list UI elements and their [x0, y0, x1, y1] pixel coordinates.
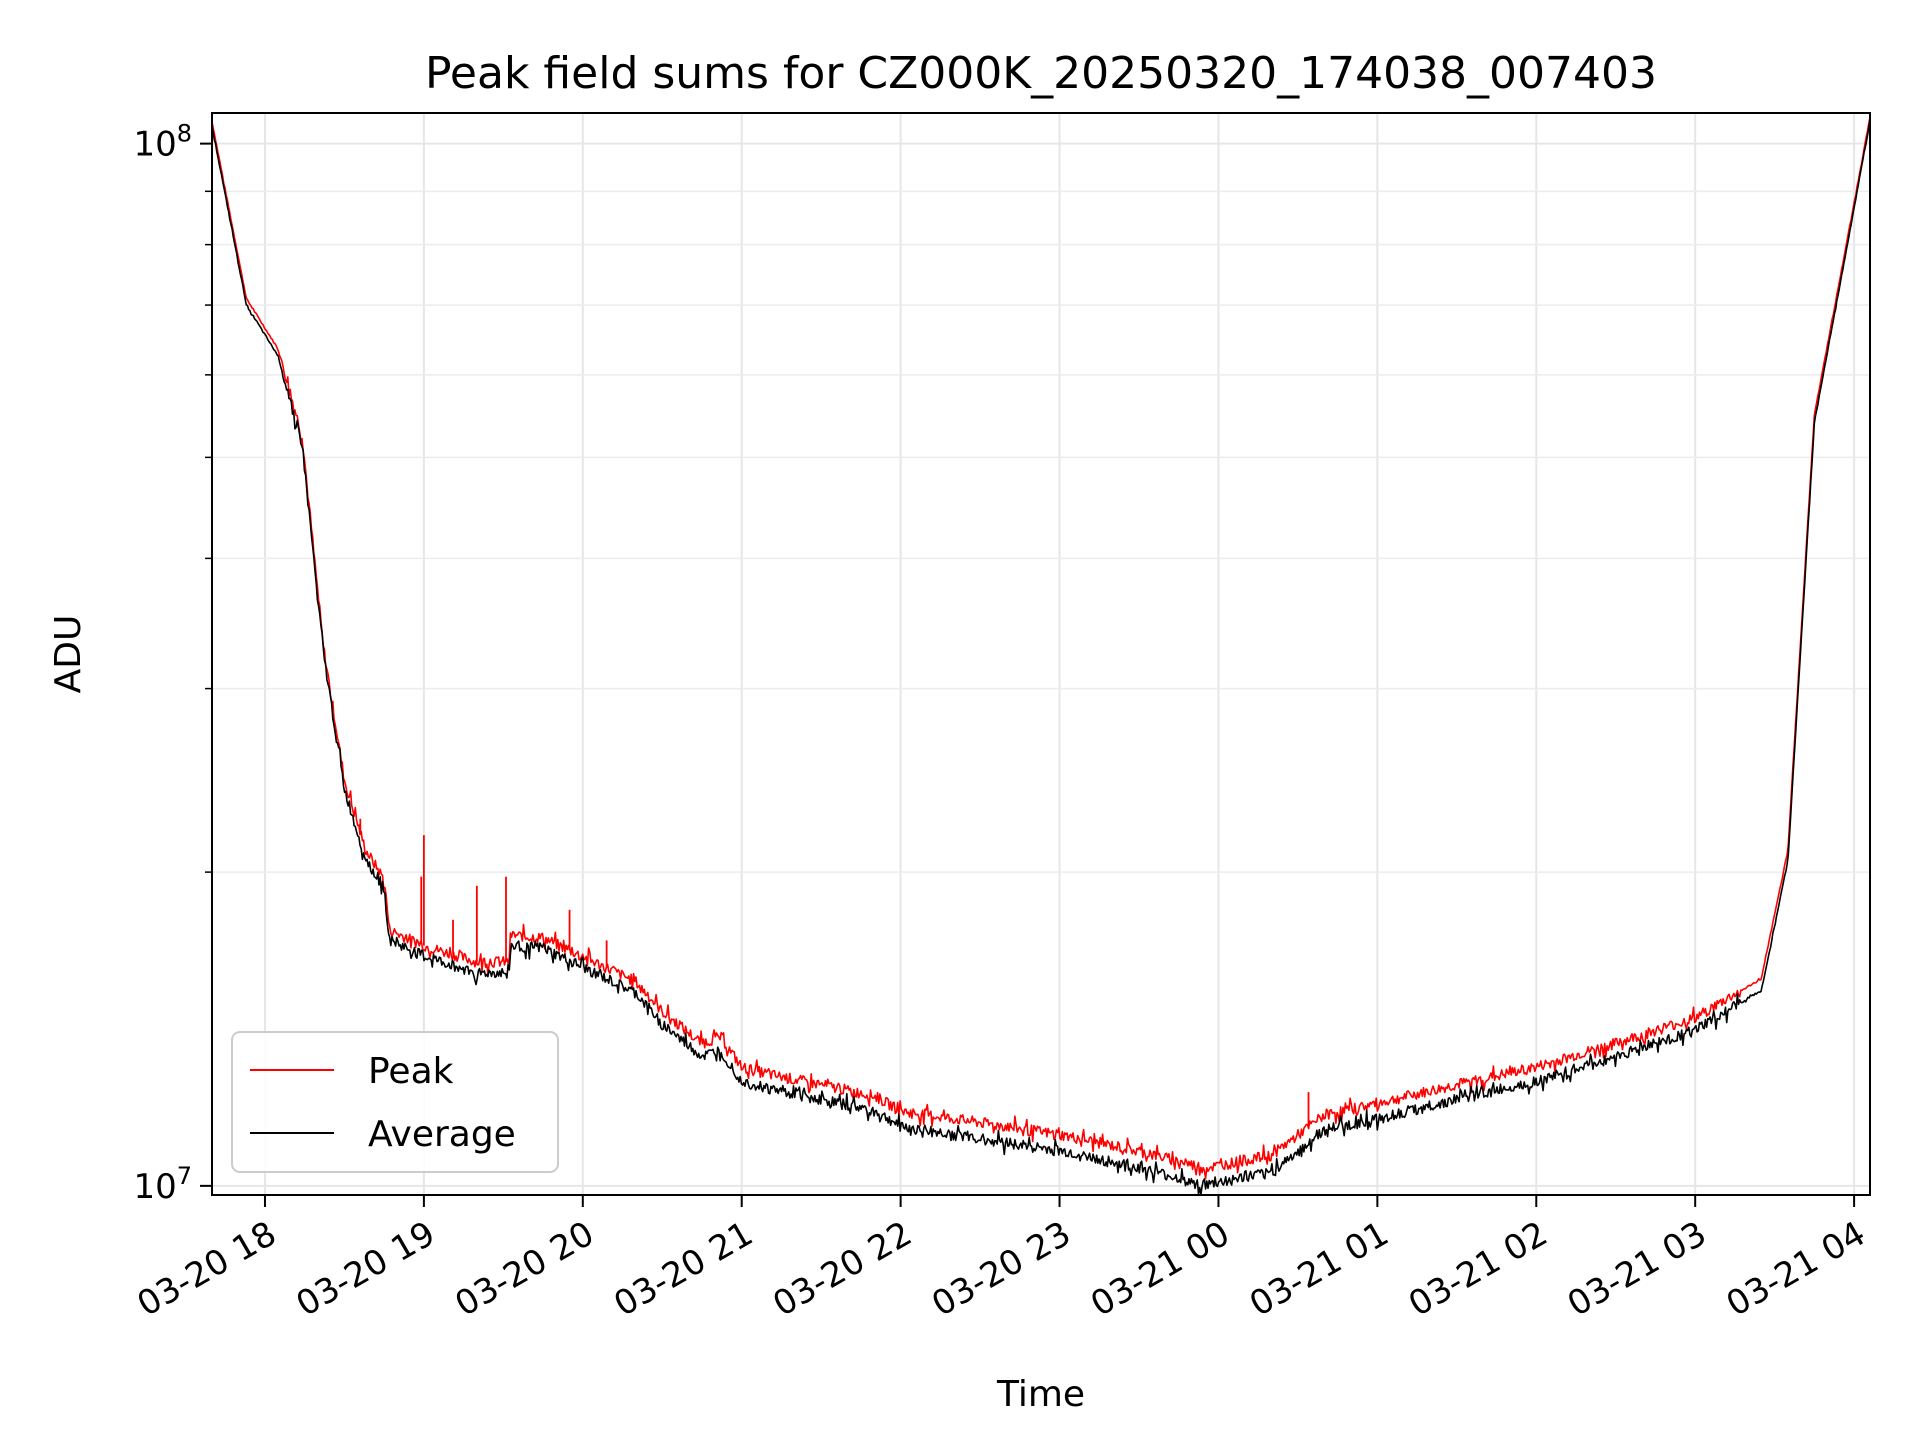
x-axis-label: Time: [996, 1374, 1085, 1415]
plot-frame: [211, 112, 1871, 1196]
y-axis-label: ADU: [48, 615, 89, 694]
series-line-average: [212, 121, 1870, 1195]
y-tick-label: 108: [133, 120, 192, 165]
chart-title: Peak field sums for CZ000K_20250320_1740…: [425, 48, 1657, 99]
legend-peak-label: Peak: [368, 1051, 454, 1092]
grid: [212, 113, 1870, 1195]
legend-average-label: Average: [368, 1114, 516, 1155]
series-layer: [212, 116, 1870, 1195]
legend-box: [231, 1031, 559, 1173]
y-tick-label: 107: [133, 1162, 192, 1207]
legend: Peak Average: [231, 1031, 559, 1173]
